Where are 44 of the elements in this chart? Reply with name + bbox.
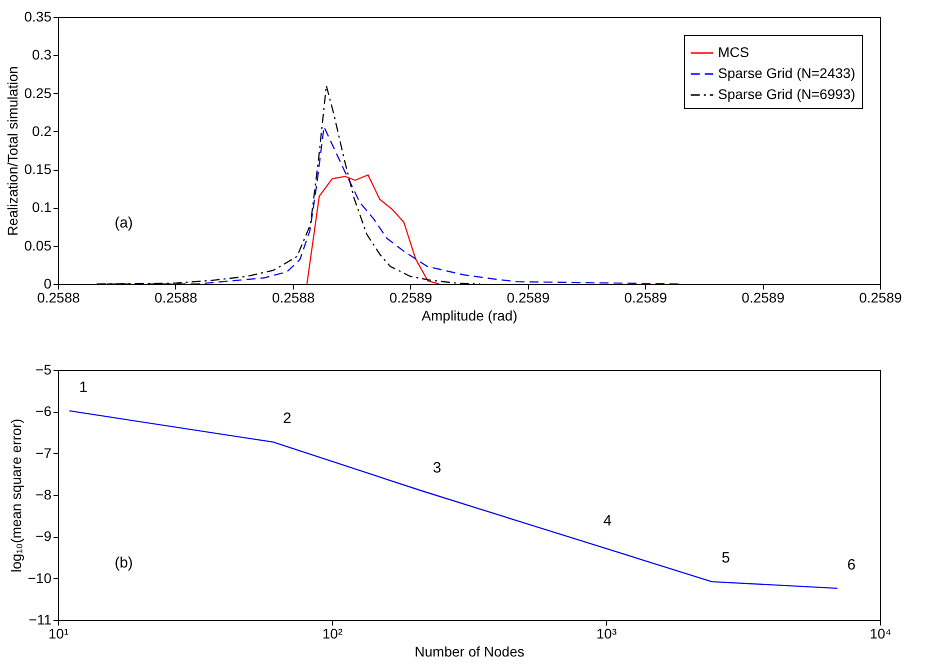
x-tick-label: 0.2589 bbox=[624, 290, 668, 306]
x-tick-label: 0.2589 bbox=[389, 290, 432, 306]
line-series bbox=[306, 174, 440, 284]
annotation: 2 bbox=[283, 410, 292, 428]
y-tick-label: 0.05 bbox=[24, 237, 52, 254]
x-tick-label: 0.2588 bbox=[272, 290, 315, 306]
legend-label: Sparse Grid (N=2433) bbox=[718, 65, 856, 81]
x-tick-label: 0.2589 bbox=[859, 290, 902, 306]
x-axis-title: Number of Nodes bbox=[414, 644, 524, 660]
y-tick-label: 0.3 bbox=[32, 46, 52, 63]
x-tick-label: 10² bbox=[322, 626, 343, 642]
annotation: 5 bbox=[722, 550, 730, 567]
annotation: 4 bbox=[603, 512, 612, 530]
x-axis-title: Amplitude (rad) bbox=[422, 308, 518, 324]
y-tick-label: −8 bbox=[36, 486, 52, 502]
x-tick-label: 10¹ bbox=[48, 626, 69, 642]
y-tick-label: 0.1 bbox=[32, 199, 52, 216]
y-tick-label: 0.25 bbox=[24, 84, 52, 101]
y-axis-title: log₁₀(mean square error) bbox=[8, 418, 24, 572]
annotation: 6 bbox=[847, 556, 856, 574]
x-tick-label: 0.2588 bbox=[154, 290, 198, 306]
legend-label: Sparse Grid (N=6993) bbox=[718, 86, 856, 102]
y-tick-label: 0.2 bbox=[32, 122, 52, 139]
y-tick-label: 0.15 bbox=[24, 161, 52, 178]
y-tick-label: −9 bbox=[36, 528, 52, 544]
x-tick-label: 10⁴ bbox=[870, 626, 892, 642]
x-tick-label: 0.2589 bbox=[506, 290, 550, 306]
x-tick-label: 10³ bbox=[596, 626, 617, 642]
y-tick-label: 0.35 bbox=[24, 8, 52, 24]
y-tick-label: −6 bbox=[36, 403, 52, 420]
y-tick-label: 0 bbox=[44, 276, 52, 292]
y-tick-label: −7 bbox=[36, 444, 52, 461]
y-tick-label: −5 bbox=[36, 362, 52, 378]
y-tick-label: −11 bbox=[28, 612, 52, 628]
annotation: (b) bbox=[114, 554, 133, 572]
legend-label: MCS bbox=[718, 44, 750, 60]
x-tick-label: 0.2589 bbox=[742, 290, 785, 306]
line-series bbox=[106, 126, 681, 284]
y-tick-label: −10 bbox=[28, 570, 52, 586]
annotation: (a) bbox=[114, 214, 133, 232]
x-tick-label: 0.2588 bbox=[37, 290, 80, 306]
y-axis-title: Realization/Total simulation bbox=[4, 66, 20, 236]
annotation: 1 bbox=[79, 378, 88, 396]
annotation: 3 bbox=[432, 459, 442, 476]
